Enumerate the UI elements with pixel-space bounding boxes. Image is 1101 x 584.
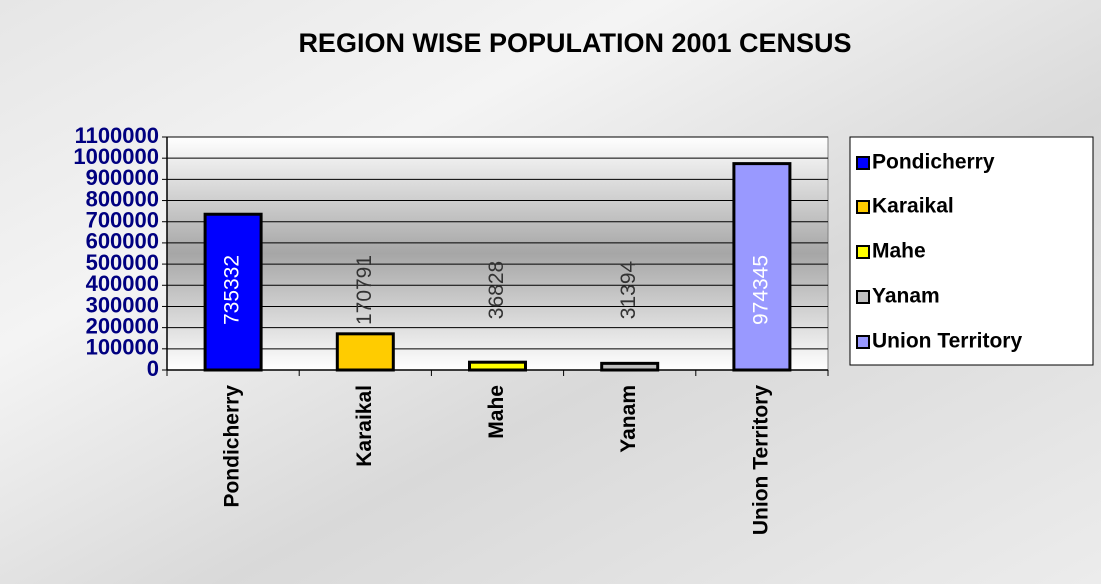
x-tick-label: Union Territory — [749, 385, 772, 535]
legend-swatch — [856, 156, 870, 170]
legend — [849, 136, 1094, 366]
bar — [600, 361, 660, 372]
x-tick-label: Mahe — [485, 385, 508, 439]
y-tick-label: 700000 — [86, 208, 159, 233]
y-tick-label: 1000000 — [73, 144, 159, 169]
data-label: 735332 — [221, 255, 244, 325]
bar — [203, 212, 263, 372]
legend-label: Karaikal — [872, 195, 954, 218]
legend-label: Yanam — [872, 285, 940, 308]
y-tick-label: 100000 — [86, 335, 159, 360]
y-tick-label: 400000 — [86, 271, 159, 296]
bar — [468, 360, 527, 372]
bar — [732, 162, 792, 372]
data-label: 974345 — [749, 255, 772, 325]
y-tick-label: 200000 — [86, 313, 159, 338]
legend-swatch — [856, 335, 870, 349]
data-label: 31394 — [617, 260, 640, 319]
x-tick-label: Karaikal — [353, 385, 376, 467]
x-tick-label: Yanam — [617, 385, 640, 453]
legend-label: Pondicherry — [872, 151, 995, 174]
legend-label: Mahe — [872, 240, 926, 263]
data-label: 36828 — [485, 261, 508, 319]
y-tick-label: 900000 — [86, 165, 159, 190]
y-tick-label: 800000 — [86, 186, 159, 211]
y-tick-label: 300000 — [86, 292, 159, 317]
y-tick-label: 1100000 — [75, 123, 159, 148]
y-tick-label: 500000 — [86, 250, 159, 275]
y-tick-label: 0 — [147, 356, 159, 381]
plot-area — [166, 136, 829, 371]
legend-swatch — [856, 245, 870, 259]
legend-swatch — [856, 200, 870, 214]
legend-label: Union Territory — [872, 330, 1022, 353]
y-tick-label: 600000 — [86, 229, 159, 254]
bar — [335, 332, 395, 372]
data-label: 170791 — [353, 255, 376, 325]
x-tick-label: Pondicherry — [221, 385, 244, 508]
legend-swatch — [856, 290, 870, 304]
chart-title: REGION WISE POPULATION 2001 CENSUS — [298, 28, 851, 58]
